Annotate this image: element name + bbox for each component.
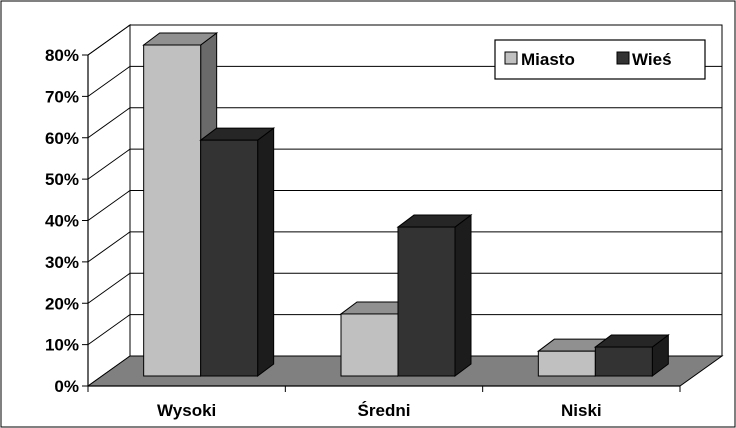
y-axis-ticks: 0% 10% 20% 30% 40% 50% 60% 70% 80% (45, 46, 88, 396)
y-tick-label: 70% (45, 87, 79, 106)
bar (397, 226, 456, 377)
legend-label-wies: Wieś (632, 50, 672, 69)
y-tick-label: 60% (45, 129, 79, 148)
bar (594, 346, 653, 377)
gridline (87, 231, 722, 263)
gridline (87, 148, 722, 180)
bar-side (257, 127, 275, 377)
legend-swatch-miasto (504, 51, 518, 65)
legend-box (494, 39, 706, 80)
bar (200, 139, 259, 377)
gridline (87, 272, 722, 304)
x-axis-labels: Wysoki Średni Niski (87, 386, 681, 420)
gridline (87, 24, 722, 56)
y-tick-label: 80% (45, 46, 79, 65)
bar (537, 350, 596, 377)
legend-swatch-wies (616, 51, 630, 65)
bar-side (454, 214, 472, 377)
gridline (87, 107, 722, 139)
y-tick-label: 0% (54, 377, 79, 396)
gridline (87, 314, 722, 346)
bars (142, 32, 670, 377)
x-tick-label: Niski (561, 401, 602, 420)
y-tick-label: 40% (45, 212, 79, 231)
bar (340, 313, 399, 377)
legend-label-miasto: Miasto (521, 50, 575, 69)
y-tick-label: 10% (45, 336, 79, 355)
bar (143, 44, 202, 377)
x-tick-label: Średni (358, 401, 411, 420)
gridline (87, 190, 722, 221)
legend: Miasto Wieś (494, 39, 706, 80)
x-tick-label: Wysoki (157, 401, 216, 420)
y-tick-label: 20% (45, 294, 79, 313)
y-tick-label: 50% (45, 170, 79, 189)
y-tick-label: 30% (45, 253, 79, 272)
